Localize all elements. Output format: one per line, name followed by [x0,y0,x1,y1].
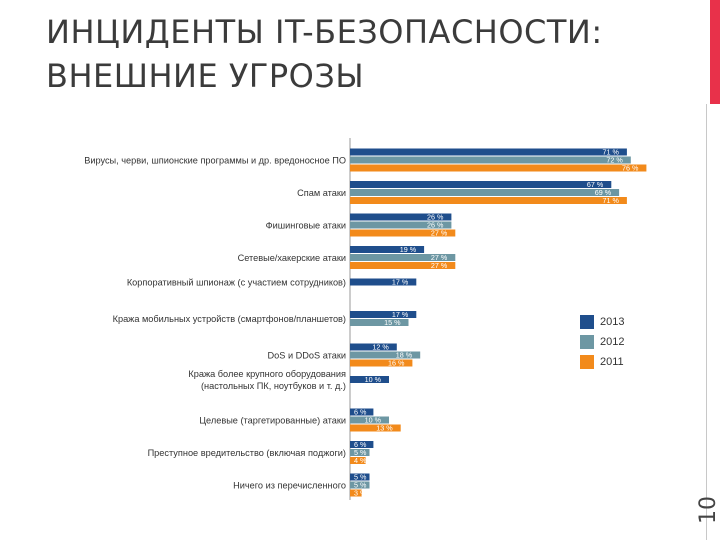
data-label-2013: 17 % [392,310,409,319]
data-label-2011: 27 % [431,261,448,270]
data-label-2011: 3 % [354,489,367,498]
data-label-2013: 67 % [587,180,604,189]
legend-label-2012: 2012 [600,336,625,348]
legend-swatch-2011 [580,355,594,369]
title-line-1: ИНЦИДЕНТЫ IT-БЕЗОПАСНОСТИ: [46,13,603,51]
category-label: Корпоративный шпионаж (с участием сотруд… [127,278,346,288]
bar-2011 [350,164,647,172]
data-label-2011: 16 % [388,359,405,368]
category-label: Фишинговые атаки [266,221,346,231]
data-label-2011: 27 % [431,229,448,238]
data-label-2012: 69 % [595,188,612,197]
bar-2012 [350,189,620,196]
bar-2013 [350,148,627,156]
bar-2011 [350,262,456,269]
data-label-2012: 26 % [427,221,444,230]
category-label: Преступное вредительство (включая поджог… [148,448,346,458]
data-label-2013: 12 % [372,343,389,352]
data-label-2012: 72 % [606,156,623,165]
bar-2013 [350,473,370,481]
bar-2012 [350,156,631,164]
legend-item-2011: 2011 [580,352,624,372]
bar-2011 [350,359,413,367]
category-label: Вирусы, черви, шпионские программы и др.… [84,156,346,166]
data-label-2012: 10 % [365,416,382,425]
bar-2012 [350,351,421,359]
data-label-2012: 27 % [431,253,448,262]
page-title: ИНЦИДЕНТЫ IT-БЕЗОПАСНОСТИ: ВНЕШНИЕ УГРОЗ… [46,10,603,98]
category-label: Целевые (таргетированные) атаки [199,416,346,426]
data-label-2011: 71 % [603,196,620,205]
data-label-2013: 6 % [354,440,367,449]
bar-2012 [350,416,389,424]
side-divider [706,104,707,540]
bar-2012 [350,481,370,489]
bar-2013 [350,376,389,383]
bar-2011 [350,424,401,432]
category-label: DoS и DDoS атаки [268,351,346,361]
legend-item-2013: 2013 [580,312,624,332]
bar-2012 [350,319,409,326]
data-label-2013: 5 % [354,473,367,482]
data-label-2013: 71 % [603,148,620,157]
bar-2013 [350,441,374,448]
data-label-2013: 10 % [365,375,382,384]
category-label: Сетевые/хакерские атаки [238,253,346,263]
category-label: Кража более крупного оборудования [188,369,346,379]
category-label: (настольных ПК, ноутбуков и т. д.) [201,381,346,391]
bar-2013 [350,246,425,253]
data-label-2013: 19 % [400,245,417,254]
chart-legend: 2013 2012 2011 [580,312,624,372]
legend-swatch-2012 [580,335,594,349]
bar-2013 [350,278,417,286]
data-label-2013: 26 % [427,213,444,222]
data-label-2011: 4 % [354,456,367,465]
legend-swatch-2013 [580,315,594,329]
legend-label-2013: 2013 [600,316,625,328]
bar-2012 [350,254,456,261]
data-label-2012: 5 % [354,481,367,490]
category-label: Ничего из перечисленного [233,481,346,491]
bar-2011 [350,229,456,237]
data-label-2013: 6 % [354,408,367,417]
bar-2013 [350,408,374,416]
bar-2013 [350,181,612,188]
bar-2013 [350,311,417,318]
bar-2011 [350,197,627,204]
data-label-2011: 76 % [622,164,639,173]
bar-2011 [350,457,366,464]
title-line-2: ВНЕШНИЕ УГРОЗЫ [46,57,365,95]
data-label-2012: 15 % [384,318,401,327]
accent-bar [710,0,720,104]
data-label-2012: 18 % [396,351,413,360]
data-label-2013: 17 % [392,278,409,287]
category-label: Спам атаки [297,188,346,198]
data-label-2012: 5 % [354,448,367,457]
legend-item-2012: 2012 [580,332,624,352]
data-label-2011: 13 % [376,424,393,433]
bar-2011 [350,489,362,497]
bar-2012 [350,449,370,456]
legend-label-2011: 2011 [600,356,624,368]
bar-2013 [350,343,397,351]
bar-2013 [350,213,452,221]
bar-2012 [350,221,452,229]
category-label: Кража мобильных устройств (смартфонов/пл… [113,314,346,324]
